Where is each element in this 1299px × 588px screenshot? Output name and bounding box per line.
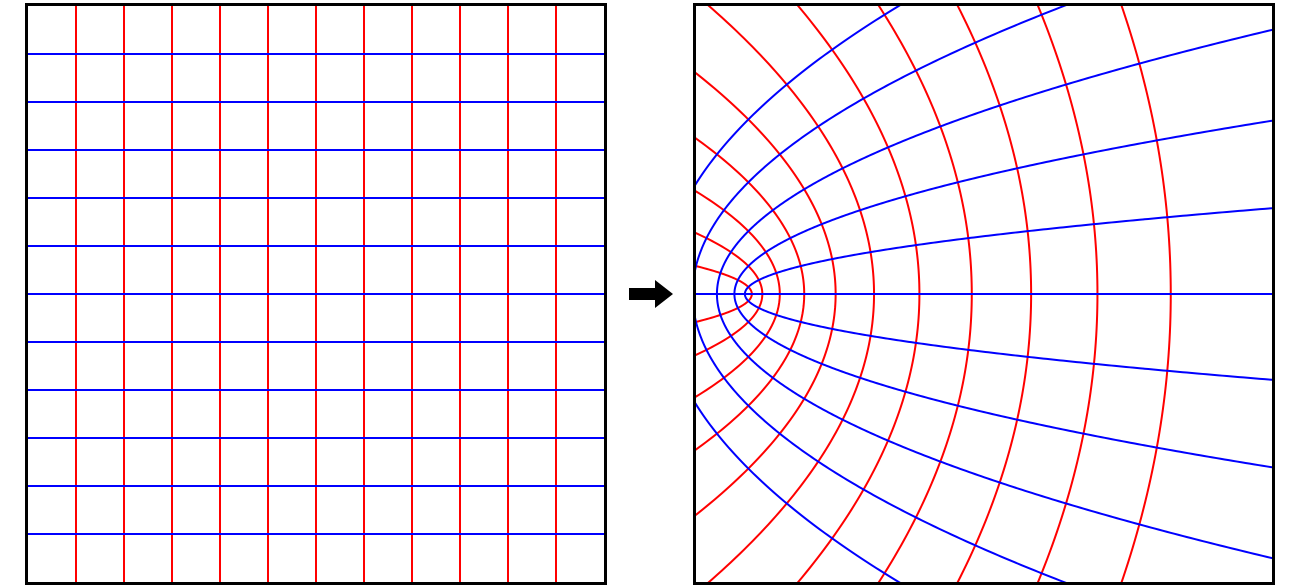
codomain-curves: [696, 6, 1272, 582]
image-horizontal-curve: [696, 294, 1272, 582]
codomain-panel: [693, 3, 1275, 585]
image-horizontal-curve: [716, 294, 1271, 582]
image-horizontal-curve: [734, 15, 1272, 294]
image-horizontal-curve: [716, 6, 1271, 294]
image-horizontal-curve: [696, 6, 1272, 294]
image-horizontal-curve: [696, 6, 1272, 294]
image-horizontal-curve: [696, 294, 1272, 582]
image-horizontal-curve: [734, 294, 1272, 573]
maps-to-arrow: [625, 274, 675, 314]
domain-panel: [25, 3, 607, 585]
domain-grid: [28, 6, 604, 582]
